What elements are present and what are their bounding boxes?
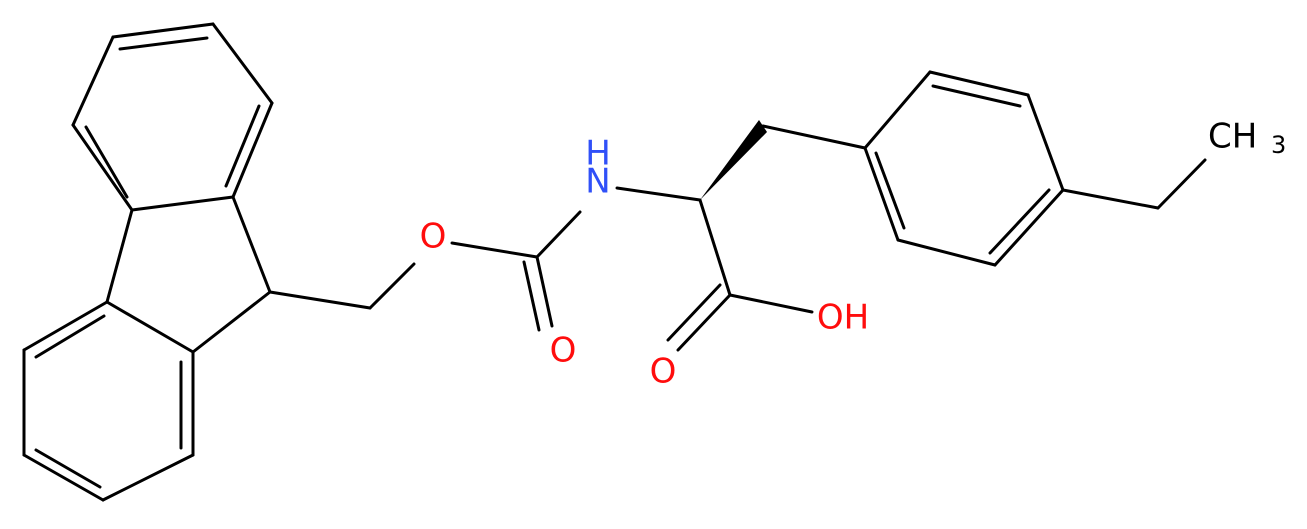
atom-label: OH <box>817 298 869 338</box>
atom-label: N <box>585 162 610 202</box>
atom-label: CH <box>1208 117 1257 157</box>
atom-label: H <box>585 134 611 174</box>
atom-label: O <box>420 217 447 257</box>
atom-label: O <box>650 352 677 392</box>
atom-label: O <box>550 331 577 371</box>
wedge-bond <box>700 120 767 200</box>
bonds <box>22 22 1207 502</box>
atom-subscript: 3 <box>1271 131 1286 159</box>
